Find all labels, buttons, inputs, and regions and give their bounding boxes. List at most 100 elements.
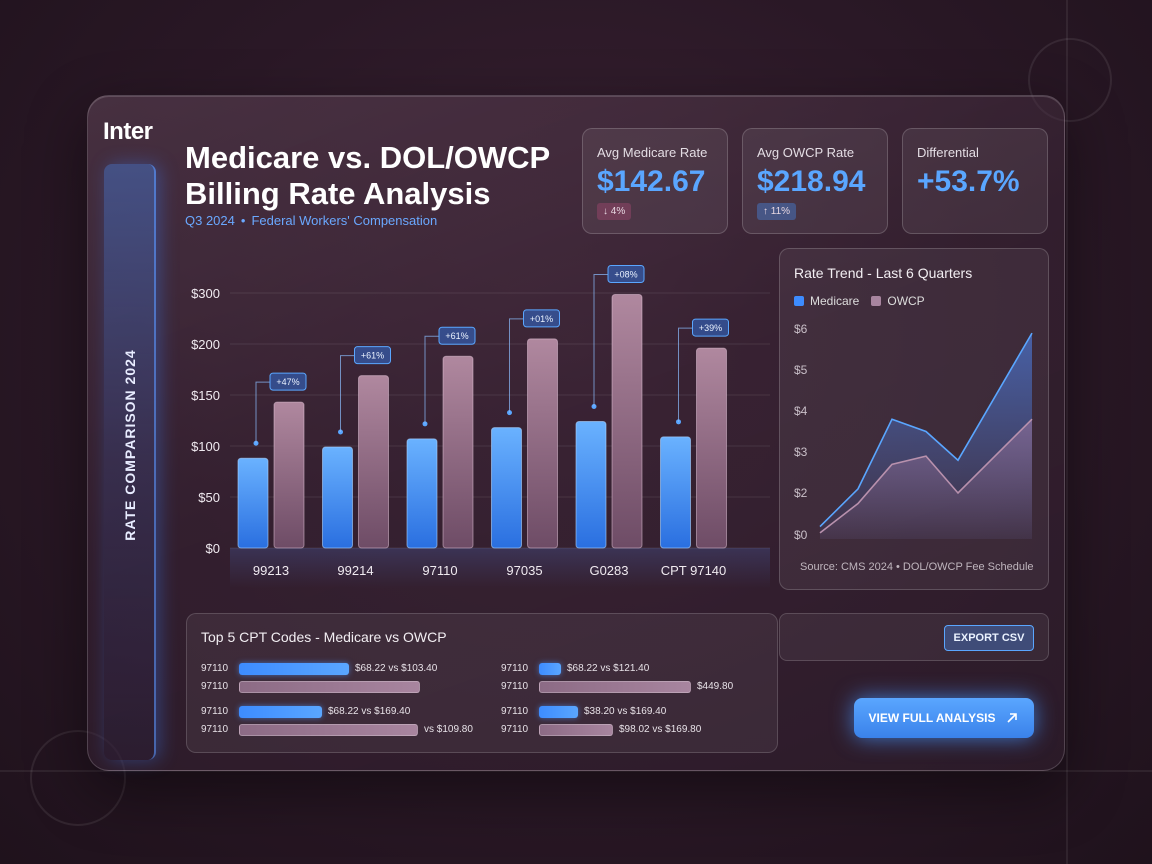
bar-owcp[interactable] (527, 338, 558, 549)
sidebar-label: RATE COMPARISON 2024 (122, 349, 138, 541)
cpt-code: 97110 (501, 663, 529, 674)
data-label-badge (269, 372, 307, 391)
medicare-rate-bar (239, 663, 349, 675)
table-row: 97110 vs $109.80 (201, 723, 481, 737)
y-tick-label: $100 (191, 439, 220, 454)
cpt-code: 97110 (201, 724, 229, 735)
bar-chart: $0 $50 $100 $150 $200 $300 +47% 99213 +61% 99214 +… (191, 265, 770, 588)
decor-line (1066, 0, 1068, 864)
y-tick-label: $3 (794, 445, 808, 459)
data-label: +39% (699, 323, 722, 333)
data-label: +47% (276, 377, 299, 387)
brand-logo: Inter (103, 118, 153, 145)
view-full-analysis-button[interactable]: VIEW FULL ANALYSIS (854, 698, 1034, 738)
data-label-badge (523, 309, 560, 328)
x-tick-label: CPT 97140 (661, 563, 727, 578)
chart-floor (230, 548, 770, 588)
x-tick-label: 97110 (422, 563, 457, 578)
arrow-up-right-icon (1007, 713, 1018, 723)
owcp-rate-bar (539, 681, 691, 693)
decor-ring (1028, 38, 1112, 122)
y-tick-label: $0 (794, 528, 808, 542)
data-label-badge (438, 326, 476, 345)
y-tick-label: $4 (794, 404, 808, 418)
kpi-label: Differential (917, 145, 979, 160)
legend-item-medicare: Medicare (794, 294, 859, 308)
trend-title: Rate Trend - Last 6 Quarters (794, 265, 973, 281)
bar-owcp[interactable] (442, 355, 474, 549)
sidebar-rail[interactable] (104, 164, 156, 760)
page-subtitle: Q3 2024 • Federal Workers' Compensation (185, 213, 438, 228)
annotation-dot (591, 404, 597, 410)
data-label-badge (607, 265, 645, 284)
table-row: 97110 $68.22 vs $121.40 (501, 662, 781, 676)
rate-comparison-text: $449.80 (697, 681, 734, 692)
annotation-leader (678, 327, 693, 422)
owcp-rate-bar (239, 681, 420, 693)
cta-label: VIEW FULL ANALYSIS (868, 711, 996, 725)
rate-comparison-text: $68.22 vs $103.40 (355, 663, 438, 674)
y-tick-label: $2 (794, 486, 808, 500)
data-label: +01% (530, 314, 553, 324)
rate-comparison-text: $98.02 vs $169.80 (619, 724, 702, 735)
table-row: 97110 (201, 680, 481, 694)
kpi-value: +53.7% (917, 165, 1020, 198)
bar-owcp[interactable] (611, 294, 643, 549)
y-tick-label: $200 (191, 337, 220, 352)
x-tick-label: G0283 (589, 563, 628, 578)
kpi-label: Avg Medicare Rate (597, 145, 708, 160)
series-area (820, 419, 1032, 539)
cpt-code: 97110 (501, 706, 529, 717)
kpi-value: $142.67 (597, 165, 706, 198)
rate-comparison-text: $38.20 vs $169.40 (584, 706, 667, 717)
data-label: +61% (361, 351, 384, 361)
kpi-value: $218.94 (757, 165, 866, 198)
legend-label: Medicare (810, 294, 860, 308)
annotation-leader (509, 318, 524, 413)
annotation-leader (593, 274, 608, 407)
rate-comparison-text: vs $109.80 (424, 724, 473, 735)
medicare-rate-bar (539, 706, 578, 718)
y-tick-label: $0 (206, 541, 220, 556)
bar-medicare[interactable] (575, 421, 607, 549)
y-tick-label: $6 (794, 322, 808, 336)
series-line (819, 332, 1033, 528)
bar-medicare[interactable] (660, 436, 691, 549)
source-note: Source: CMS 2024 • DOL/OWCP Fee Schedule (800, 561, 1034, 573)
table-title: Top 5 CPT Codes - Medicare vs OWCP (201, 629, 447, 645)
cpt-code: 97110 (201, 681, 229, 692)
y-tick-label: $50 (198, 490, 220, 505)
top-codes-table: Top 5 CPT Codes - Medicare vs OWCP 97110… (186, 613, 778, 753)
series-line (819, 418, 1033, 534)
bar-medicare[interactable] (491, 427, 522, 549)
table-row: 97110 $98.02 vs $169.80 (501, 723, 781, 737)
decor-ring (30, 730, 126, 826)
bar-owcp[interactable] (273, 401, 305, 549)
table-row: 97110 $449.80 (501, 680, 781, 694)
bar-owcp[interactable] (358, 375, 389, 549)
table-row: 97110 $38.20 vs $169.40 (501, 705, 781, 719)
table-row: 97110 $68.22 vs $103.40 (201, 662, 481, 676)
kpi-card-differential: Differential +53.7% (902, 128, 1048, 234)
owcp-rate-bar (239, 724, 418, 736)
export-panel: EXPORT CSV (779, 613, 1049, 661)
bar-medicare[interactable] (406, 438, 438, 549)
period-label: Q3 2024 (185, 213, 235, 228)
rate-comparison-text: $68.22 vs $169.40 (328, 706, 411, 717)
kpi-card-owcp: Avg OWCP Rate $218.94 ↑ 11% (742, 128, 888, 234)
y-tick-label: $300 (191, 286, 220, 301)
y-tick-label: $150 (191, 388, 220, 403)
data-label: +61% (445, 331, 468, 341)
medicare-rate-bar (239, 706, 322, 718)
bar-medicare[interactable] (322, 446, 353, 549)
trend-badge: ↓ 4% (597, 203, 632, 220)
cpt-code: 97110 (201, 706, 229, 717)
cpt-code: 97110 (201, 663, 229, 674)
bar-owcp[interactable] (696, 347, 727, 549)
page-title: Medicare vs. DOL/OWCP Billing Rate Analy… (185, 140, 550, 211)
trend-legend: Medicare OWCP (794, 294, 925, 308)
cpt-code: 97110 (501, 724, 529, 735)
export-csv-button[interactable]: EXPORT CSV (944, 625, 1034, 651)
medicare-rate-bar (539, 663, 561, 675)
bar-medicare[interactable] (237, 457, 269, 549)
